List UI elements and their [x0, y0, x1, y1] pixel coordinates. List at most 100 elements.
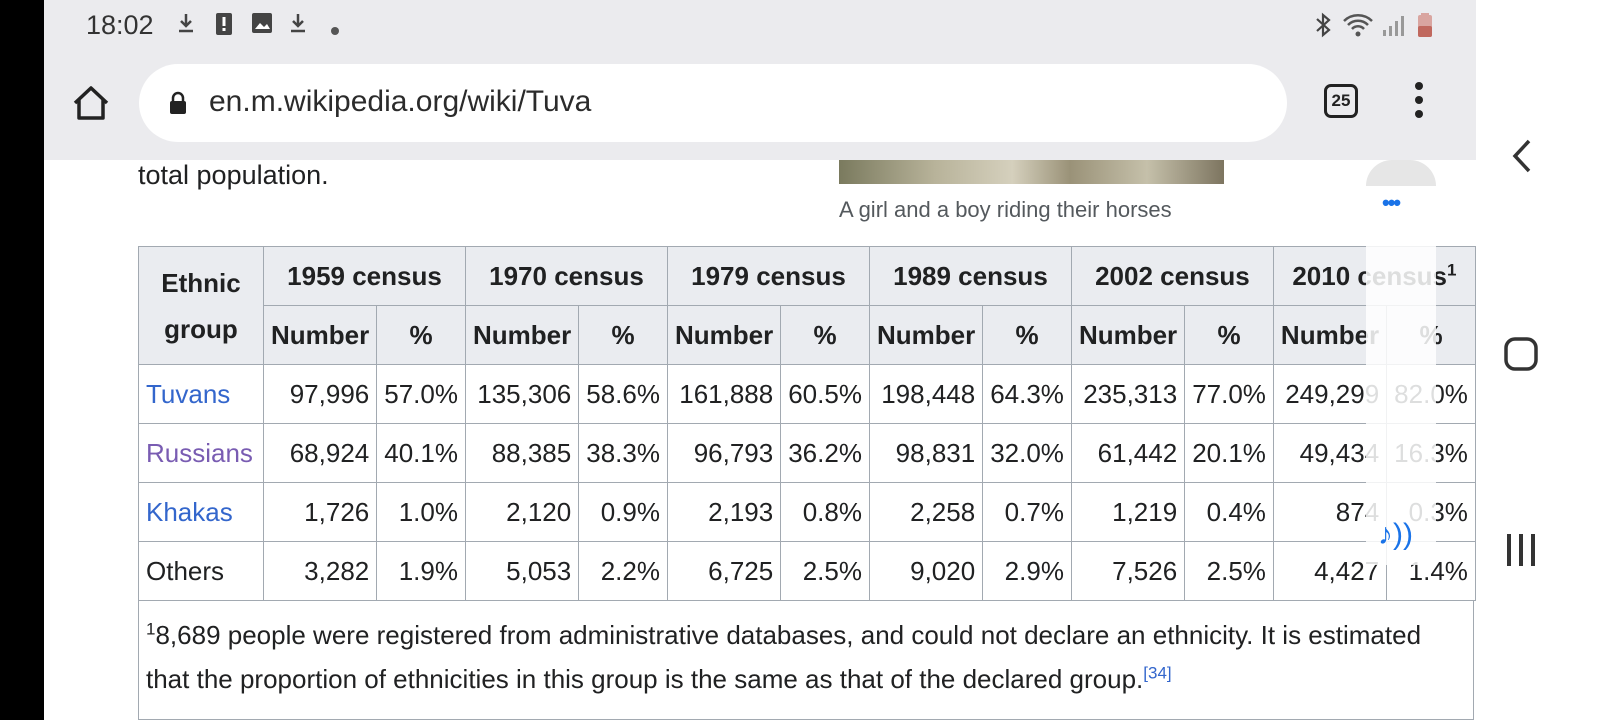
photo-caption: A girl and a boy riding their horses: [839, 197, 1172, 222]
population-number-cell: 97,996: [262, 364, 378, 424]
population-number-cell: 61,442: [1070, 423, 1186, 483]
footnote-marker: 1: [146, 619, 156, 639]
population-percent-cell: 2.5%: [780, 541, 870, 601]
census-header-row: Ethnic group 1959 census 1970 census 1979 …: [138, 246, 1476, 365]
census-footnote-marker: 1: [1447, 259, 1457, 279]
ethnic-group-link[interactable]: Khakas: [146, 496, 233, 527]
population-number-cell: 6,725: [666, 541, 782, 601]
census-year-header: 1959 census: [263, 246, 466, 306]
tab-switcher-button[interactable]: 25: [1324, 84, 1358, 118]
url-text[interactable]: en.m.wikipedia.org/wiki/Tuva: [209, 85, 592, 118]
population-number-cell: 1,726: [262, 482, 378, 542]
tts-play-icon[interactable]: ♪)): [1378, 518, 1413, 551]
percent-column-header: %: [982, 305, 1072, 365]
population-percent-cell: 38.3%: [578, 423, 668, 483]
population-percent-cell: 36.2%: [780, 423, 870, 483]
population-number-cell: 98,831: [868, 423, 984, 483]
url-bar[interactable]: en.m.wikipedia.org/wiki/Tuva: [139, 64, 1287, 142]
number-column-header: Number: [464, 305, 580, 365]
browser-toolbar: en.m.wikipedia.org/wiki/Tuva 25: [44, 50, 1476, 161]
population-number-cell: 235,313: [1070, 364, 1186, 424]
population-number-cell: 3,282: [262, 541, 378, 601]
population-percent-cell: 20.1%: [1184, 423, 1274, 483]
dot-icon: [330, 16, 340, 42]
population-percent-cell: 1.0%: [376, 482, 466, 542]
population-number-cell: 1,219: [1070, 482, 1186, 542]
percent-column-header: %: [578, 305, 668, 365]
lock-icon: [169, 91, 187, 115]
table-row: Russians 68,924 40.1% 88,385 38.3% 96,793 36.2…: [138, 423, 1476, 483]
more-dots-icon[interactable]: •••: [1382, 190, 1401, 215]
table-row: Others 3,282 1.9% 5,053 2.2% 6,725 2.5% 9,020 2.…: [138, 541, 1476, 601]
table-row: Khakas 1,726 1.0% 2,120 0.9% 2,193 0.8% 2,258 0.…: [138, 482, 1476, 542]
subheader-row: Number% Number% Number% Number% Number% Numbe…: [139, 305, 1476, 365]
overflow-menu-icon[interactable]: [1406, 82, 1432, 124]
population-percent-cell: 60.5%: [780, 364, 870, 424]
census-year-header: 2002 census: [1070, 246, 1274, 306]
home-square-icon[interactable]: [1503, 336, 1539, 377]
census-table: Ethnic group 1959 census 1970 census 1979 …: [138, 246, 1476, 601]
population-percent-cell: 64.3%: [982, 364, 1072, 424]
tts-panel: ••• ♪)): [1366, 160, 1436, 565]
status-bar: 18:02: [44, 0, 1476, 50]
footnote-text: 8,689 people were registered from admini…: [146, 620, 1422, 694]
alert-icon: [215, 12, 233, 42]
population-number-cell: 96,793: [666, 423, 782, 483]
percent-column-header: %: [780, 305, 870, 365]
number-column-header: Number: [1070, 305, 1186, 365]
tts-panel-handle[interactable]: [1366, 160, 1436, 186]
ethnic-group-cell: Others: [138, 541, 264, 601]
population-number-cell: 68,924: [262, 423, 378, 483]
number-column-header: Number: [666, 305, 782, 365]
population-percent-cell: 40.1%: [376, 423, 466, 483]
population-percent-cell: 0.9%: [578, 482, 668, 542]
population-percent-cell: 2.2%: [578, 541, 668, 601]
image-icon: [251, 12, 273, 40]
population-percent-cell: 57.0%: [376, 364, 466, 424]
population-number-cell: 7,526: [1070, 541, 1186, 601]
population-number-cell: 161,888: [666, 364, 782, 424]
clock: 18:02: [86, 10, 154, 40]
ethnic-group-cell: Tuvans: [138, 364, 264, 424]
population-percent-cell: 0.8%: [780, 482, 870, 542]
ethnic-group-header: Ethnic group: [138, 246, 264, 365]
percent-column-header: %: [1184, 305, 1274, 365]
population-percent-cell: 77.0%: [1184, 364, 1274, 424]
home-icon[interactable]: [70, 82, 112, 124]
population-percent-cell: 2.5%: [1184, 541, 1274, 601]
population-number-cell: 9,020: [868, 541, 984, 601]
battery-icon: [1416, 12, 1434, 44]
population-number-cell: 2,258: [868, 482, 984, 542]
population-percent-cell: 58.6%: [578, 364, 668, 424]
population-number-cell: 2,120: [464, 482, 580, 542]
recents-icon[interactable]: [1504, 532, 1538, 573]
table-row: Tuvans 97,996 57.0% 135,306 58.6% 161,888 60.5…: [138, 364, 1476, 424]
population-number-cell: 88,385: [464, 423, 580, 483]
navigation-bar: [1476, 0, 1600, 720]
citation-link[interactable]: [34]: [1143, 663, 1172, 683]
intro-text: total population.: [138, 160, 329, 190]
percent-column-header: %: [376, 305, 466, 365]
number-column-header: Number: [262, 305, 378, 365]
wifi-icon: [1342, 12, 1374, 44]
download-icon: [288, 12, 308, 40]
population-number-cell: 135,306: [464, 364, 580, 424]
census-year-header: 1979 census: [666, 246, 870, 306]
population-percent-cell: 1.9%: [376, 541, 466, 601]
census-year-header: 1970 census: [464, 246, 668, 306]
population-percent-cell: 32.0%: [982, 423, 1072, 483]
number-column-header: Number: [868, 305, 984, 365]
population-number-cell: 198,448: [868, 364, 984, 424]
ethnic-group-link[interactable]: Russians: [146, 437, 253, 468]
population-number-cell: 2,193: [666, 482, 782, 542]
page-content: total population. A girl and a boy ridin…: [44, 160, 1476, 720]
phone-screen: 18:02: [44, 0, 1476, 720]
table-footnote: 18,689 people were registered from admin…: [138, 600, 1474, 720]
bluetooth-icon: [1315, 12, 1331, 44]
back-icon[interactable]: [1510, 138, 1534, 179]
census-year-header: 1989 census: [868, 246, 1072, 306]
horse-photo[interactable]: [839, 160, 1224, 184]
download-icon: [176, 12, 196, 40]
population-percent-cell: 0.4%: [1184, 482, 1274, 542]
ethnic-group-link[interactable]: Tuvans: [146, 378, 231, 409]
